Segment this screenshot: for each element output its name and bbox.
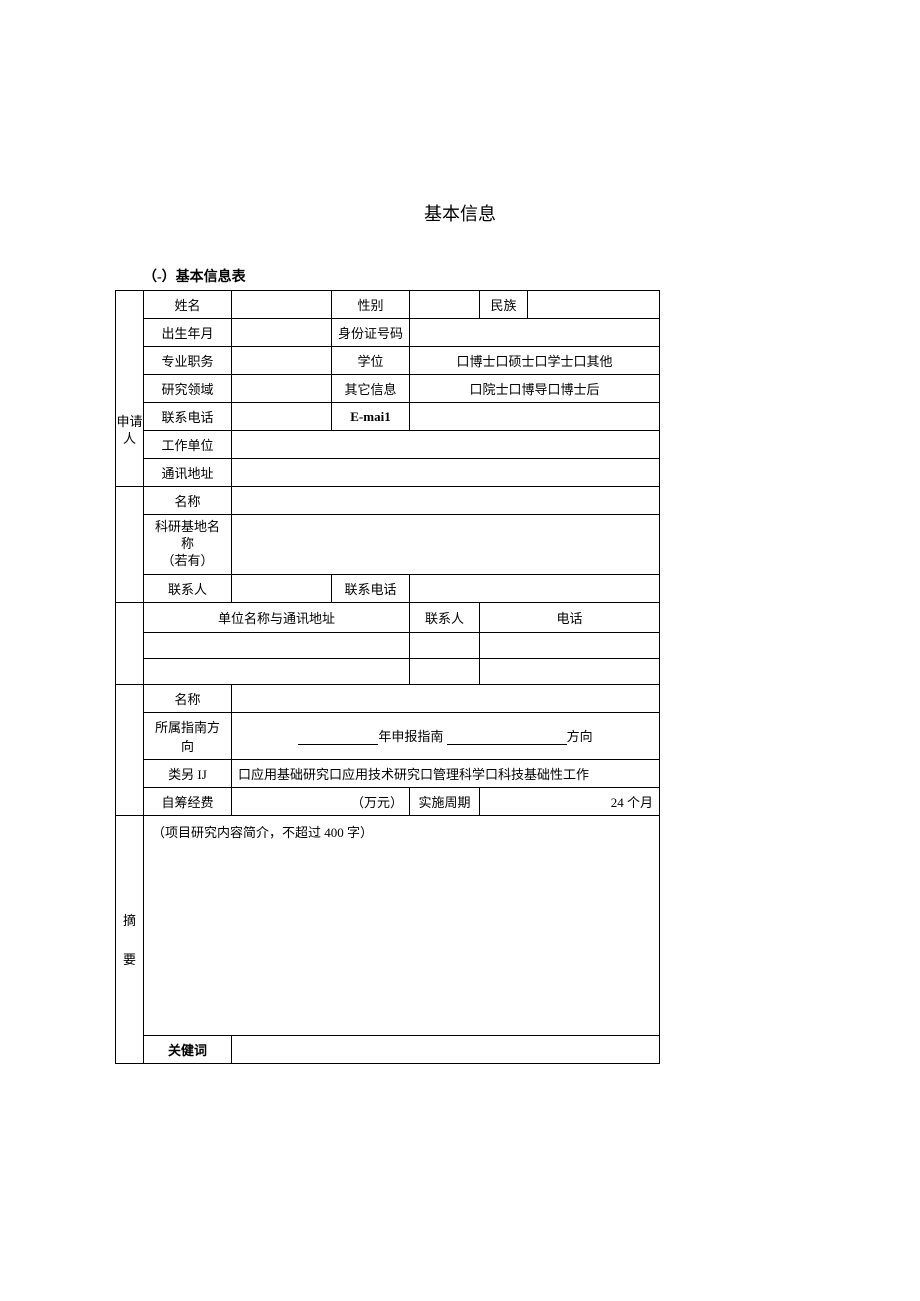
- unit-contact-label: 联系人: [144, 574, 232, 602]
- name-value[interactable]: [232, 291, 332, 319]
- degree-label: 学位: [332, 347, 410, 375]
- coop-contact-label: 联系人: [410, 602, 480, 632]
- page-title: 基本信息: [115, 200, 805, 226]
- name-label: 姓名: [144, 291, 232, 319]
- coop-unit-label: 单位名称与通讯地址: [144, 602, 410, 632]
- degree-options[interactable]: 口博士口硕士口学士口其他: [410, 347, 660, 375]
- gender-label: 性别: [332, 291, 410, 319]
- workunit-value[interactable]: [232, 431, 660, 459]
- email-value[interactable]: [410, 403, 660, 431]
- email-label: E-mai1: [332, 403, 410, 431]
- period-value: 24 个月: [480, 787, 660, 815]
- coop-phone-label: 电话: [480, 602, 660, 632]
- coop-row2-phone[interactable]: [480, 658, 660, 684]
- phone-value[interactable]: [232, 403, 332, 431]
- basic-info-table: 姓名 性别 民族 出生年月 身份证号码 专业职务 学位 口博士口硕士口学士口其他…: [115, 290, 660, 1064]
- prof-title-value[interactable]: [232, 347, 332, 375]
- unit-name-value[interactable]: [232, 487, 660, 515]
- unit-contact-value[interactable]: [232, 574, 332, 602]
- unit-contact-phone-value[interactable]: [410, 574, 660, 602]
- guide-label: 所属指南方向: [144, 712, 232, 759]
- keyword-value[interactable]: [232, 1035, 660, 1063]
- coop-row1-contact[interactable]: [410, 632, 480, 658]
- ethnicity-label: 民族: [480, 291, 528, 319]
- unit-contact-phone-label: 联系电话: [332, 574, 410, 602]
- category-options[interactable]: 口应用基础研究口应用技术研究口管理科学口科技基础性工作: [232, 759, 660, 787]
- fund-value[interactable]: （万元）: [232, 787, 410, 815]
- research-value[interactable]: [232, 375, 332, 403]
- abstract-side-label: 摘 要: [116, 815, 144, 1063]
- keyword-label: 关健词: [144, 1035, 232, 1063]
- category-label: 类另 IJ: [144, 759, 232, 787]
- period-label: 实施周期: [410, 787, 480, 815]
- birth-value[interactable]: [232, 319, 332, 347]
- research-label: 研究领域: [144, 375, 232, 403]
- section-heading: （-）基本信息表: [115, 266, 805, 286]
- abstract-content[interactable]: （项目研究内容简介，不超过 400 字）: [144, 815, 660, 1035]
- other-info-label: 其它信息: [332, 375, 410, 403]
- address-label: 通讯地址: [144, 459, 232, 487]
- prof-title-label: 专业职务: [144, 347, 232, 375]
- coop-row2-unit[interactable]: [144, 658, 410, 684]
- applicant-side-label: 申请人: [116, 403, 144, 459]
- workunit-label: 工作单位: [144, 431, 232, 459]
- id-label: 身份证号码: [332, 319, 410, 347]
- other-info-options[interactable]: 口院士口博导口博士后: [410, 375, 660, 403]
- gender-value[interactable]: [410, 291, 480, 319]
- coop-row1-phone[interactable]: [480, 632, 660, 658]
- birth-label: 出生年月: [144, 319, 232, 347]
- coop-row1-unit[interactable]: [144, 632, 410, 658]
- unit-base-value[interactable]: [232, 515, 660, 575]
- unit-name-label: 名称: [144, 487, 232, 515]
- project-name-label: 名称: [144, 684, 232, 712]
- address-value[interactable]: [232, 459, 660, 487]
- id-value[interactable]: [410, 319, 660, 347]
- phone-label: 联系电话: [144, 403, 232, 431]
- fund-label: 自筹经费: [144, 787, 232, 815]
- unit-base-label: 科研基地名称（若有）: [144, 515, 232, 575]
- coop-row2-contact[interactable]: [410, 658, 480, 684]
- guide-value[interactable]: 年申报指南 方向: [232, 712, 660, 759]
- project-name-value[interactable]: [232, 684, 660, 712]
- ethnicity-value[interactable]: [528, 291, 660, 319]
